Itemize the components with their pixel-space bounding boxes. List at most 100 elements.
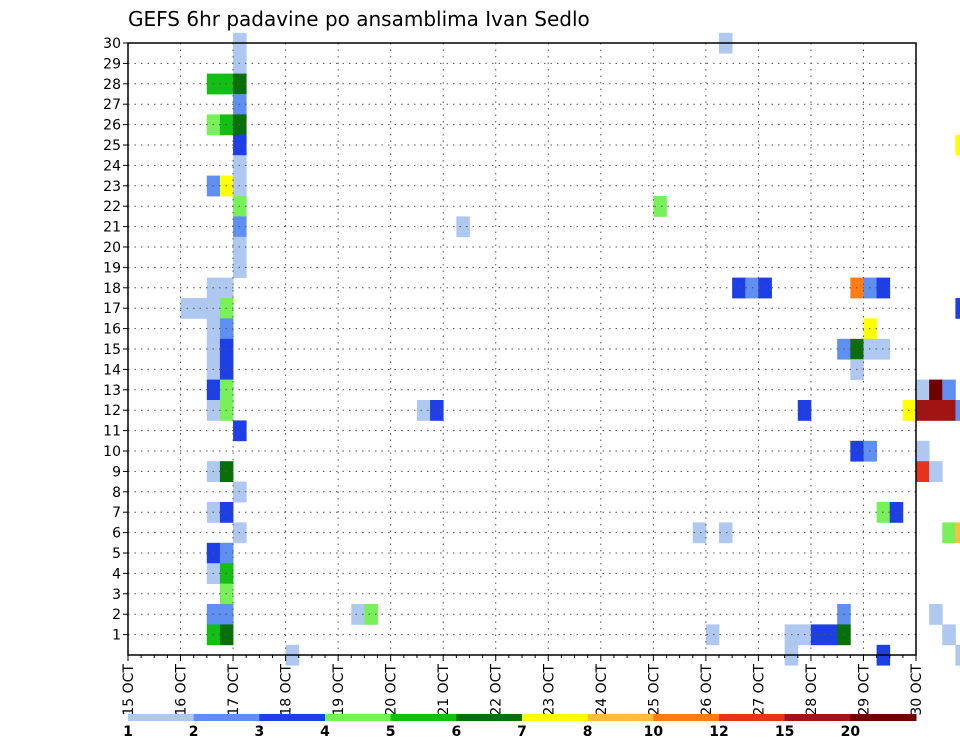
legend-swatch bbox=[653, 714, 720, 721]
x-tick-label: 19 OCT bbox=[331, 664, 347, 716]
y-tick-label: 15 bbox=[103, 342, 121, 358]
y-tick-label: 20 bbox=[103, 240, 121, 256]
precip-cell bbox=[929, 379, 943, 401]
y-tick-label: 6 bbox=[112, 526, 121, 542]
legend-swatch bbox=[850, 714, 917, 721]
x-tick-label: 25 OCT bbox=[646, 664, 662, 716]
legend-swatch bbox=[587, 714, 654, 721]
y-tick-label: 3 bbox=[112, 587, 121, 603]
precip-cell bbox=[902, 400, 917, 421]
precip-cell bbox=[929, 604, 943, 625]
legend-label: 12 bbox=[709, 724, 728, 740]
legend-label: 1 bbox=[123, 724, 133, 740]
y-tick-label: 27 bbox=[103, 97, 121, 113]
precip-cell bbox=[942, 522, 956, 544]
y-tick-label: 26 bbox=[103, 118, 121, 134]
y-tick-label: 23 bbox=[103, 179, 121, 195]
legend-swatch bbox=[390, 714, 457, 721]
precip-cell bbox=[430, 400, 444, 421]
x-tick-label: 20 OCT bbox=[384, 664, 400, 716]
precip-cell bbox=[416, 400, 431, 421]
x-tick-label: 18 OCT bbox=[279, 664, 295, 716]
legend-label: 2 bbox=[189, 724, 199, 740]
precip-cell bbox=[942, 400, 956, 421]
legend-label: 5 bbox=[386, 724, 396, 740]
precip-cell bbox=[916, 440, 930, 462]
y-tick-label: 22 bbox=[103, 199, 121, 215]
y-tick-label: 19 bbox=[103, 260, 121, 276]
precip-cell bbox=[732, 277, 746, 299]
y-tick-label: 30 bbox=[103, 36, 121, 52]
y-tick-label: 18 bbox=[103, 281, 121, 297]
x-tick-label: 21 OCT bbox=[436, 664, 452, 716]
y-axis: 1234567891011121314151617181920212223242… bbox=[103, 36, 128, 644]
chart-title: GEFS 6hr padavine po ansamblima Ivan Sed… bbox=[128, 7, 590, 31]
precip-cell bbox=[955, 400, 960, 421]
x-tick-label: 29 OCT bbox=[856, 664, 872, 716]
precip-cell bbox=[942, 624, 956, 646]
precip-cell bbox=[955, 644, 960, 666]
y-tick-label: 11 bbox=[103, 424, 121, 440]
legend-label: 3 bbox=[254, 724, 264, 740]
y-tick-label: 25 bbox=[103, 138, 121, 154]
precip-cell bbox=[942, 379, 956, 401]
y-tick-label: 17 bbox=[103, 301, 121, 317]
precip-cell bbox=[456, 216, 470, 238]
legend-label: 8 bbox=[583, 724, 593, 740]
legend-swatch bbox=[784, 714, 851, 721]
precip-cell bbox=[692, 522, 707, 544]
legend-label: 10 bbox=[644, 724, 664, 740]
y-tick-label: 12 bbox=[103, 403, 121, 419]
y-tick-label: 2 bbox=[112, 607, 121, 623]
precip-cell bbox=[955, 522, 960, 544]
grid-layer bbox=[128, 42, 916, 655]
y-tick-label: 4 bbox=[112, 566, 121, 582]
precip-cell bbox=[916, 461, 930, 482]
y-tick-label: 5 bbox=[112, 546, 121, 562]
x-tick-label: 24 OCT bbox=[594, 664, 610, 716]
precip-cell bbox=[916, 379, 930, 401]
y-tick-label: 10 bbox=[103, 444, 121, 460]
legend-swatch bbox=[259, 714, 326, 721]
legend-swatch bbox=[325, 714, 392, 721]
color-legend: 1 2 3 4 5 6 7 8 10 12 15 20 bbox=[123, 714, 917, 740]
y-tick-label: 14 bbox=[103, 362, 121, 378]
x-tick-label: 22 OCT bbox=[489, 664, 505, 716]
legend-swatch bbox=[193, 714, 260, 721]
x-tick-label: 16 OCT bbox=[174, 664, 190, 716]
x-tick-label: 30 OCT bbox=[909, 664, 925, 716]
precip-cell bbox=[955, 298, 960, 319]
x-tick-label: 15 OCT bbox=[121, 664, 137, 716]
y-tick-label: 16 bbox=[103, 322, 121, 338]
y-tick-label: 29 bbox=[103, 56, 121, 72]
precip-cell bbox=[929, 461, 943, 482]
y-tick-label: 13 bbox=[103, 383, 121, 399]
y-tick-label: 24 bbox=[103, 158, 121, 174]
precip-cell bbox=[955, 134, 960, 156]
x-tick-label: 27 OCT bbox=[751, 664, 767, 716]
y-tick-label: 9 bbox=[112, 464, 121, 480]
precip-cell bbox=[719, 522, 733, 544]
legend-label: 15 bbox=[775, 724, 794, 740]
legend-label: 6 bbox=[451, 724, 461, 740]
legend-label: 7 bbox=[517, 724, 527, 740]
y-tick-label: 7 bbox=[112, 505, 121, 521]
precip-cell bbox=[653, 196, 667, 217]
legend-swatch bbox=[522, 714, 589, 721]
precip-cell bbox=[705, 624, 720, 646]
y-tick-label: 1 bbox=[112, 628, 121, 644]
x-tick-label: 28 OCT bbox=[804, 664, 820, 716]
x-tick-label: 17 OCT bbox=[226, 664, 242, 716]
x-axis: 15 OCT 16 OCT 17 OCT 18 OCT 19 OCT 20 OCT 21 O… bbox=[121, 655, 925, 716]
y-tick-label: 28 bbox=[103, 77, 121, 93]
legend-swatch bbox=[719, 714, 786, 721]
precip-cell bbox=[929, 400, 943, 421]
legend-label: 4 bbox=[320, 724, 330, 740]
x-tick-label: 26 OCT bbox=[699, 664, 715, 716]
y-tick-label: 21 bbox=[103, 220, 121, 236]
precip-cell bbox=[351, 604, 365, 625]
y-tick-label: 8 bbox=[112, 485, 121, 501]
legend-swatch bbox=[456, 714, 523, 721]
precip-cell bbox=[916, 400, 930, 421]
